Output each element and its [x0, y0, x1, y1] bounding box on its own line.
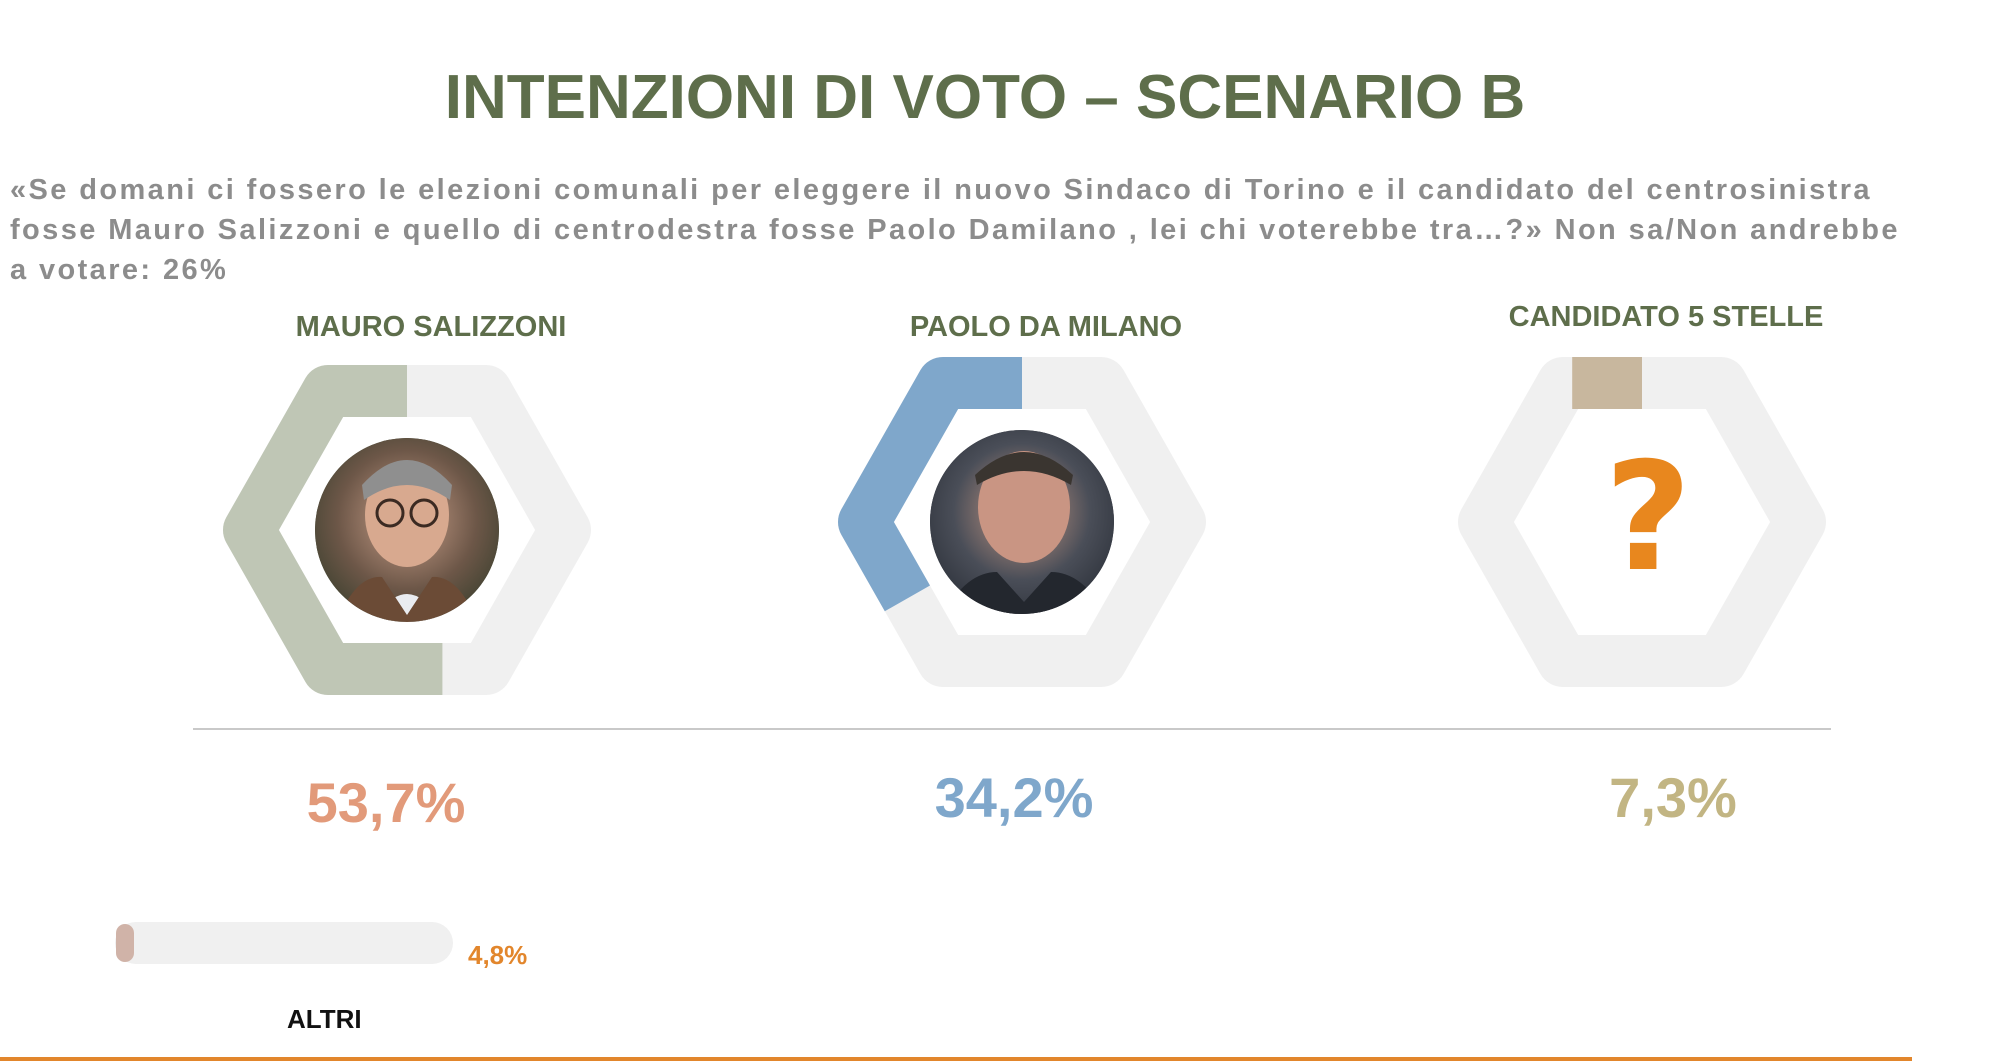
- others-label: ALTRI: [287, 1004, 362, 1034]
- donut-fill: [223, 365, 443, 695]
- candidate-name-damilano: PAOLO DA MILANO: [909, 311, 1183, 343]
- donut-salizzoni: [223, 365, 591, 695]
- percentage-salizzoni: 53,7%: [306, 771, 466, 834]
- survey-question: «Se domani ci fossero le elezioni comuna…: [10, 174, 1900, 286]
- question-mark-icon: ?: [1604, 431, 1691, 605]
- bottom-rule: [0, 1057, 1912, 1061]
- candidate-photo: [930, 430, 1114, 614]
- candidate-name-m5s: CANDIDATO 5 STELLE: [1508, 301, 1824, 333]
- donut-fill: [838, 357, 1022, 612]
- percentage-m5s: 7,3%: [1609, 766, 1737, 829]
- percentage-damilano: 34,2%: [934, 766, 1094, 829]
- others-percentage: 4,8%: [468, 940, 528, 970]
- others-bar-track: [115, 922, 453, 964]
- donut-track: [1458, 357, 1826, 687]
- donut-m5s: ?: [1458, 357, 1826, 687]
- separator-line: [193, 728, 1831, 730]
- page-title: INTENZIONI DI VOTO – SCENARIO B: [444, 63, 1526, 132]
- donut-damilano: [838, 357, 1206, 687]
- others-bar-fill: [116, 924, 134, 962]
- candidate-name-salizzoni: MAURO SALIZZONI: [295, 311, 567, 343]
